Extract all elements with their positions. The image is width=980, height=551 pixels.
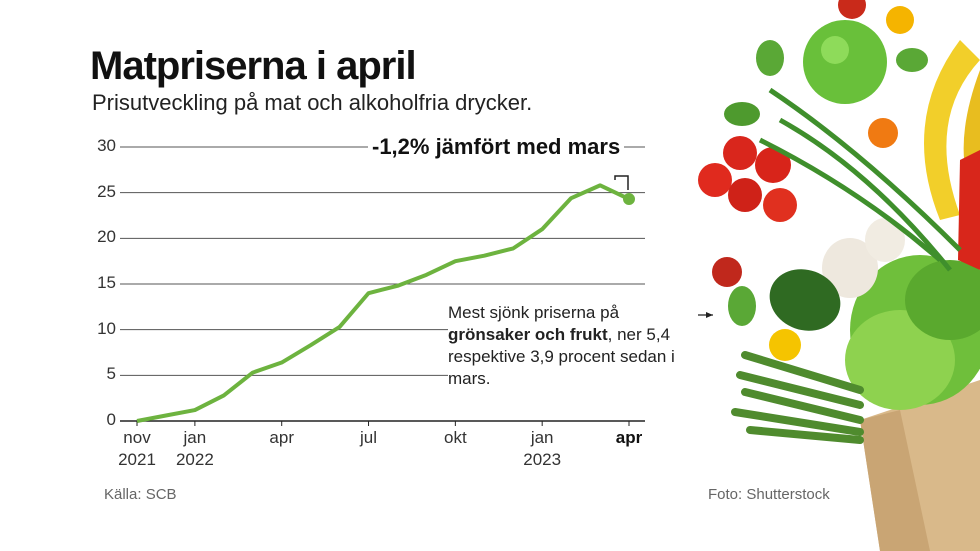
source: Källa: SCB <box>104 486 177 503</box>
x-tick-label: jul <box>360 428 378 447</box>
photo <box>698 0 980 551</box>
credit: Foto: Shutterstock <box>708 486 830 503</box>
note-arrowhead <box>706 312 713 318</box>
callout: -1,2% jämfört med mars <box>368 134 625 160</box>
title: Matpriserna i april <box>90 44 417 88</box>
line <box>136 183 630 423</box>
callout-bracket <box>614 175 629 190</box>
x-tick-label: jan 2023 <box>523 428 562 469</box>
y-tick-label: 5 <box>106 364 116 384</box>
note: Mest sjönk priserna på grönsaker och fru… <box>448 302 698 390</box>
x-tick-label: apr <box>615 428 643 447</box>
x-tick-label: jan 2022 <box>175 428 214 469</box>
note-text: Mest sjönk priserna på <box>448 303 620 322</box>
y-tick-label: 25 <box>97 181 116 201</box>
end-dot <box>623 193 635 206</box>
subtitle: Prisutveckling på mat och alkoholfria dr… <box>92 90 533 115</box>
note-text-bold: grönsaker och frukt <box>448 325 608 344</box>
y-tick-label: 20 <box>97 227 116 247</box>
y-tick-label: 0 <box>106 410 116 429</box>
y-tick-label: 30 <box>97 136 116 155</box>
y-tick-label: 10 <box>97 318 116 338</box>
x-tick-label: apr <box>269 428 294 447</box>
note-text: , ner 5,4 respektive 3,9 procent sedan i… <box>448 325 675 388</box>
y-tick-label: 15 <box>97 273 116 292</box>
x-tick-label: nov 2021 <box>118 428 156 469</box>
x-tick-label: okt <box>444 428 467 447</box>
